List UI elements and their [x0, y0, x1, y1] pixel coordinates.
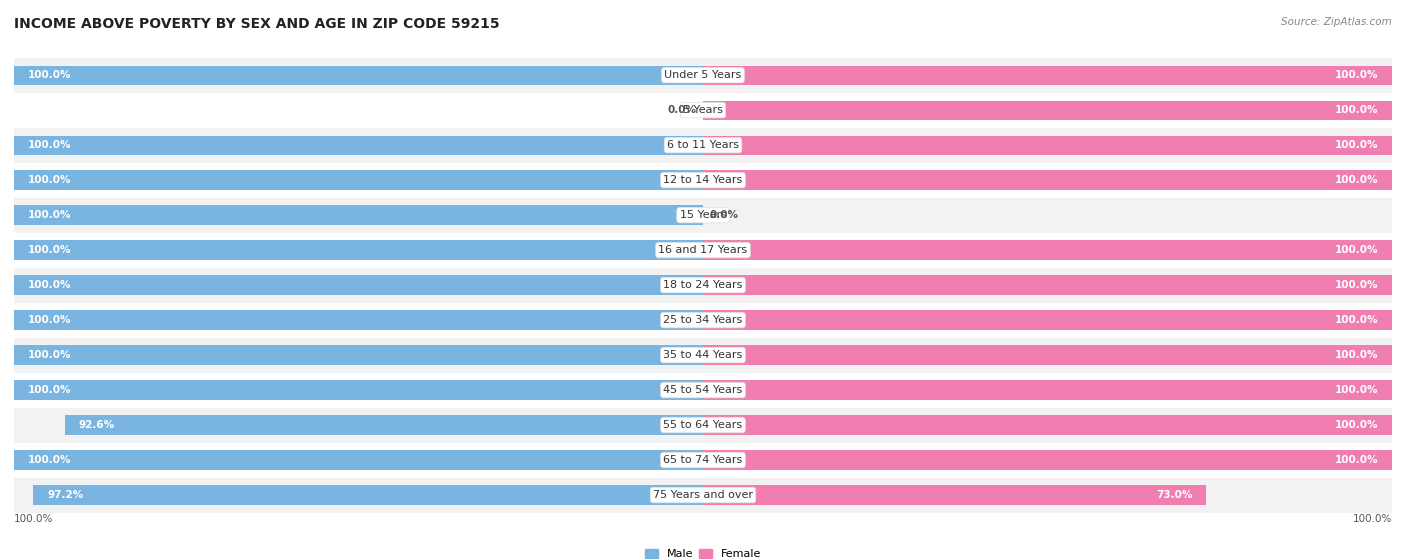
Bar	[703, 276, 1392, 295]
Text: 73.0%: 73.0%	[1156, 490, 1192, 500]
Text: 100.0%: 100.0%	[1334, 70, 1378, 80]
Bar	[14, 443, 1392, 477]
Text: 100.0%: 100.0%	[1334, 105, 1378, 115]
Bar	[14, 206, 703, 225]
Bar	[14, 198, 1392, 233]
Bar	[14, 163, 1392, 198]
Bar	[703, 101, 1392, 120]
Text: 75 Years and over: 75 Years and over	[652, 490, 754, 500]
Text: 97.2%: 97.2%	[48, 490, 83, 500]
Text: 55 to 64 Years: 55 to 64 Years	[664, 420, 742, 430]
Legend: Male, Female: Male, Female	[640, 544, 766, 559]
Bar	[703, 240, 1392, 260]
Text: 15 Years: 15 Years	[679, 210, 727, 220]
Text: 100.0%: 100.0%	[1334, 455, 1378, 465]
Text: 18 to 24 Years: 18 to 24 Years	[664, 280, 742, 290]
Text: 0.0%: 0.0%	[666, 105, 696, 115]
Text: 100.0%: 100.0%	[1334, 350, 1378, 360]
Bar	[14, 381, 703, 400]
Bar	[14, 345, 703, 364]
Bar	[14, 451, 703, 470]
Bar	[14, 233, 1392, 268]
Bar	[14, 93, 1392, 127]
Text: Under 5 Years: Under 5 Years	[665, 70, 741, 80]
Bar	[703, 345, 1392, 364]
Bar	[14, 127, 1392, 163]
Bar	[703, 310, 1392, 330]
Bar	[14, 65, 703, 85]
Text: 100.0%: 100.0%	[28, 210, 72, 220]
Bar	[14, 268, 1392, 302]
Bar	[703, 381, 1392, 400]
Text: 100.0%: 100.0%	[28, 315, 72, 325]
Bar	[703, 451, 1392, 470]
Bar	[14, 58, 1392, 93]
Text: 100.0%: 100.0%	[1334, 385, 1378, 395]
Text: INCOME ABOVE POVERTY BY SEX AND AGE IN ZIP CODE 59215: INCOME ABOVE POVERTY BY SEX AND AGE IN Z…	[14, 17, 499, 31]
Text: 100.0%: 100.0%	[28, 385, 72, 395]
Bar	[14, 240, 703, 260]
Bar	[14, 408, 1392, 443]
Text: 100.0%: 100.0%	[28, 350, 72, 360]
Text: 100.0%: 100.0%	[14, 514, 53, 524]
Bar	[14, 302, 1392, 338]
Text: 100.0%: 100.0%	[28, 175, 72, 185]
Text: 100.0%: 100.0%	[1334, 315, 1378, 325]
Text: 100.0%: 100.0%	[28, 245, 72, 255]
Bar	[703, 65, 1392, 85]
Bar	[703, 415, 1392, 435]
Text: 100.0%: 100.0%	[1334, 420, 1378, 430]
Bar	[34, 485, 703, 505]
Bar	[703, 170, 1392, 190]
Text: 100.0%: 100.0%	[28, 280, 72, 290]
Text: 6 to 11 Years: 6 to 11 Years	[666, 140, 740, 150]
Bar	[65, 415, 703, 435]
Bar	[14, 338, 1392, 372]
Bar	[14, 135, 703, 155]
Text: 12 to 14 Years: 12 to 14 Years	[664, 175, 742, 185]
Text: 65 to 74 Years: 65 to 74 Years	[664, 455, 742, 465]
Bar	[703, 485, 1206, 505]
Text: 0.0%: 0.0%	[710, 210, 740, 220]
Text: 45 to 54 Years: 45 to 54 Years	[664, 385, 742, 395]
Text: 100.0%: 100.0%	[1353, 514, 1392, 524]
Bar	[703, 135, 1392, 155]
Bar	[14, 310, 703, 330]
Text: 92.6%: 92.6%	[79, 420, 115, 430]
Text: 100.0%: 100.0%	[28, 140, 72, 150]
Text: 16 and 17 Years: 16 and 17 Years	[658, 245, 748, 255]
Text: 100.0%: 100.0%	[1334, 140, 1378, 150]
Text: 5 Years: 5 Years	[683, 105, 723, 115]
Text: 25 to 34 Years: 25 to 34 Years	[664, 315, 742, 325]
Text: 100.0%: 100.0%	[28, 455, 72, 465]
Text: 100.0%: 100.0%	[1334, 280, 1378, 290]
Text: 100.0%: 100.0%	[1334, 245, 1378, 255]
Bar	[14, 372, 1392, 408]
Text: 100.0%: 100.0%	[1334, 175, 1378, 185]
Bar	[14, 477, 1392, 513]
Text: Source: ZipAtlas.com: Source: ZipAtlas.com	[1281, 17, 1392, 27]
Text: 100.0%: 100.0%	[28, 70, 72, 80]
Text: 35 to 44 Years: 35 to 44 Years	[664, 350, 742, 360]
Bar	[14, 276, 703, 295]
Bar	[14, 170, 703, 190]
